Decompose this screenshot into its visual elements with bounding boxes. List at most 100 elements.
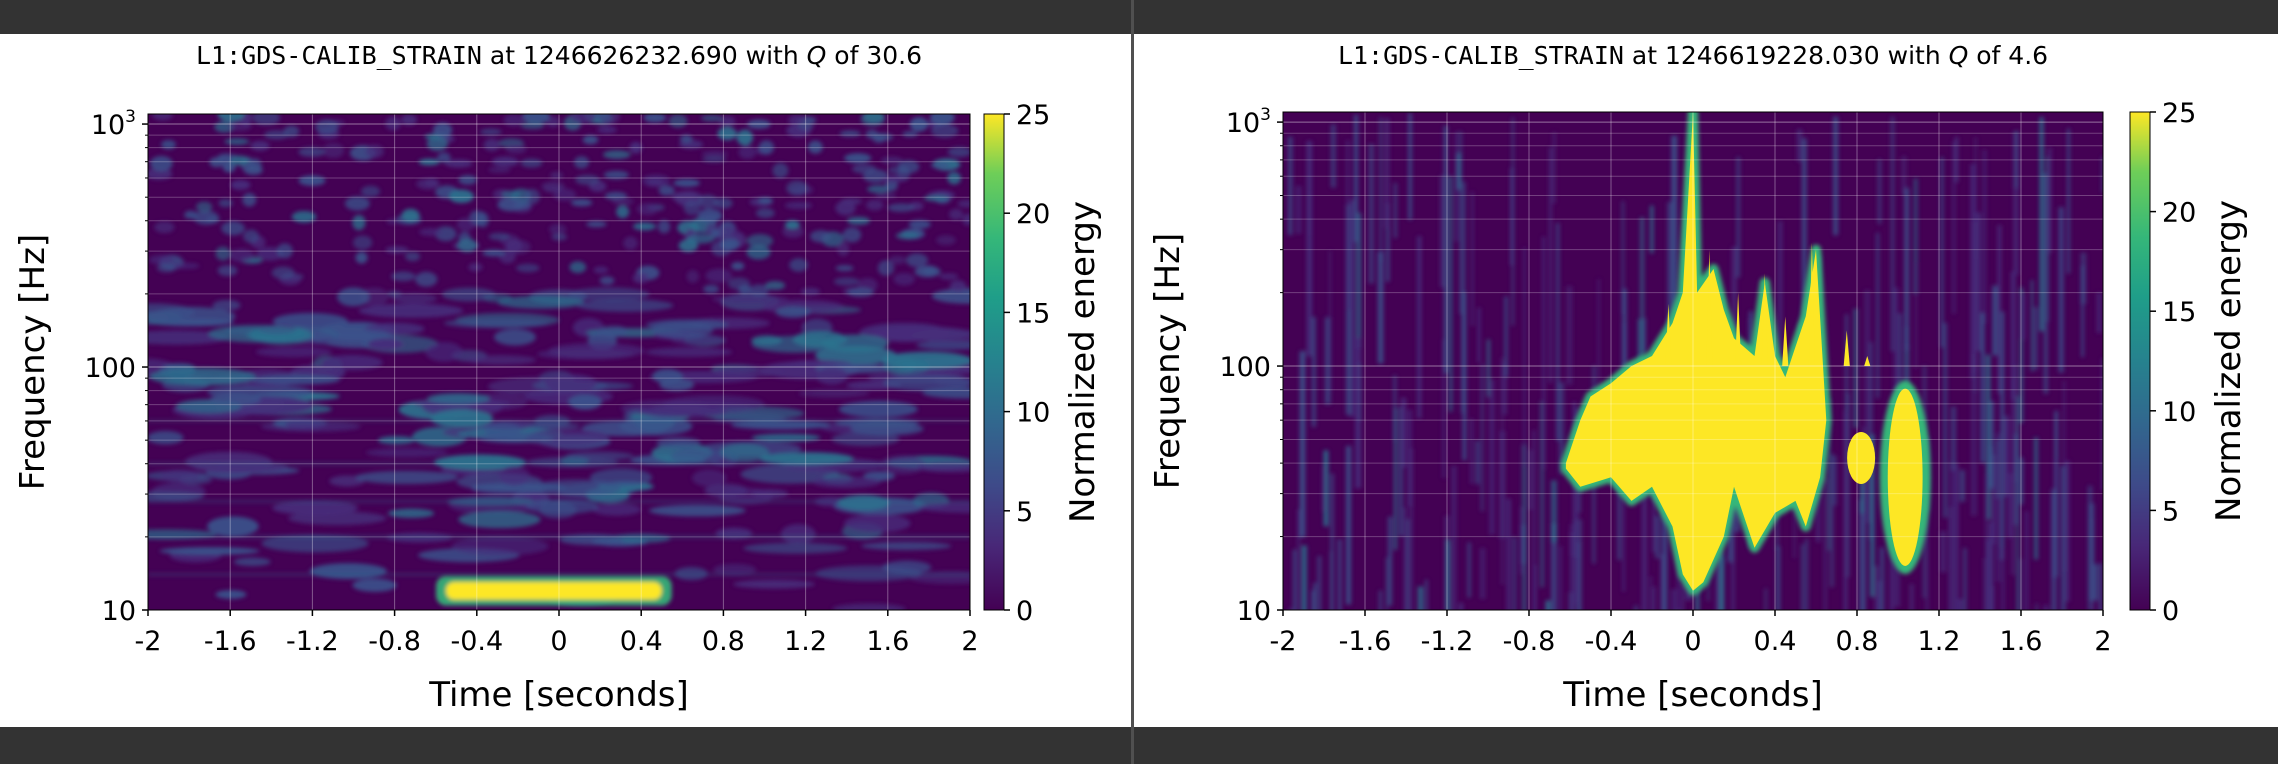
noise-streak bbox=[1369, 144, 1374, 284]
noise-blob bbox=[521, 122, 545, 129]
noise-streak bbox=[1951, 407, 1956, 471]
x-tick-label: -1.2 bbox=[286, 626, 339, 657]
noise-streak bbox=[1296, 186, 1301, 234]
noise-streak bbox=[1379, 590, 1382, 727]
noise-blob bbox=[147, 431, 183, 445]
noise-blob bbox=[242, 193, 256, 207]
chart-title: L1:GDS-CALIB_STRAIN at 1246619228.030 wi… bbox=[1338, 41, 2048, 70]
noise-blob bbox=[150, 156, 173, 171]
noise-blob bbox=[416, 179, 439, 190]
noise-blob bbox=[452, 537, 549, 556]
noise-streak bbox=[1297, 509, 1299, 727]
noise-blob bbox=[210, 393, 261, 406]
chart-title: L1:GDS-CALIB_STRAIN at 1246626232.690 wi… bbox=[196, 41, 922, 70]
noise-blob bbox=[549, 224, 566, 234]
noise-blob bbox=[425, 342, 463, 362]
noise-blob bbox=[962, 213, 974, 225]
noise-streak bbox=[1388, 517, 1392, 606]
noise-blob bbox=[816, 367, 848, 385]
noise-blob bbox=[743, 543, 847, 554]
noise-blob bbox=[875, 193, 896, 199]
noise-blob bbox=[109, 303, 196, 320]
noise-streak bbox=[1844, 411, 1848, 628]
y-tick-label: 103 bbox=[91, 107, 136, 141]
noise-streak bbox=[1957, 599, 1963, 727]
noise-blob bbox=[910, 329, 985, 342]
noise-blob bbox=[427, 137, 448, 151]
noise-blob bbox=[772, 163, 788, 178]
noise-streak bbox=[1440, 175, 1444, 287]
noise-blob bbox=[841, 198, 862, 205]
colorbar-tick-label: 25 bbox=[1016, 100, 1050, 131]
noise-streak bbox=[2048, 148, 2052, 253]
noise-blob bbox=[669, 114, 688, 128]
title-text: at 1246619228.030 with bbox=[1624, 41, 1949, 70]
noise-streak bbox=[2011, 379, 2014, 575]
noise-blob bbox=[881, 352, 972, 369]
noise-streak bbox=[2040, 117, 2044, 331]
noise-blob bbox=[482, 250, 505, 257]
noise-blob bbox=[612, 198, 634, 206]
noise-streak bbox=[2089, 503, 2094, 600]
noise-blob bbox=[633, 222, 656, 230]
noise-streak bbox=[1551, 480, 1557, 542]
noise-blob bbox=[623, 236, 637, 249]
noise-streak bbox=[1878, 159, 1881, 224]
x-tick-label: 1.2 bbox=[784, 626, 827, 657]
noise-blob bbox=[680, 134, 693, 143]
noise-streak bbox=[1640, 217, 1645, 375]
colorbar-label: Normalized energy bbox=[1063, 201, 1103, 523]
colorbar-label: Normalized energy bbox=[2209, 200, 2249, 522]
noise-streak bbox=[1996, 439, 1999, 498]
noise-streak bbox=[1409, 448, 1413, 665]
noise-streak bbox=[2011, 272, 2016, 400]
noise-blob bbox=[457, 239, 477, 252]
noise-blob bbox=[196, 201, 212, 212]
noise-blob bbox=[843, 227, 862, 242]
energy-core bbox=[446, 582, 662, 600]
noise-streak bbox=[1394, 183, 1398, 238]
noise-blob bbox=[751, 489, 788, 498]
colorbar-tick-label: 15 bbox=[1016, 298, 1050, 329]
x-tick-label: 0.4 bbox=[1754, 626, 1797, 657]
colorbar-tick-label: 25 bbox=[2162, 98, 2196, 129]
noise-blob bbox=[548, 343, 644, 359]
noise-blob bbox=[252, 110, 280, 125]
noise-blob bbox=[637, 203, 658, 215]
noise-blob bbox=[251, 374, 340, 384]
noise-streak bbox=[1504, 296, 1508, 377]
noise-streak bbox=[1972, 222, 1977, 373]
y-tick-exp: 3 bbox=[125, 107, 136, 127]
noise-blob bbox=[839, 401, 918, 418]
noise-blob bbox=[832, 603, 906, 614]
noise-blob bbox=[837, 242, 849, 256]
noise-streak bbox=[1953, 141, 1955, 314]
x-tick-label: 0 bbox=[1684, 626, 1701, 657]
x-axis-label: Time [seconds] bbox=[428, 675, 689, 715]
noise-blob bbox=[321, 355, 382, 370]
x-tick-label: 2 bbox=[2094, 626, 2111, 657]
noise-blob bbox=[405, 252, 420, 262]
x-tick-label: 0.8 bbox=[1836, 626, 1879, 657]
noise-blob bbox=[785, 202, 813, 210]
y-tick-base: 10 bbox=[1226, 108, 1260, 139]
x-tick-label: -0.8 bbox=[1503, 626, 1556, 657]
noise-blob bbox=[866, 129, 879, 138]
noise-streak bbox=[1393, 375, 1396, 441]
x-tick-label: -1.6 bbox=[1339, 626, 1392, 657]
noise-blob bbox=[499, 466, 530, 485]
noise-blob bbox=[568, 394, 602, 409]
noise-blob bbox=[516, 264, 540, 273]
noise-blob bbox=[506, 144, 527, 154]
noise-streak bbox=[1313, 583, 1316, 727]
noise-blob bbox=[477, 212, 489, 227]
noise-blob bbox=[866, 200, 884, 211]
noise-blob bbox=[949, 209, 963, 220]
noise-blob bbox=[352, 579, 397, 592]
noise-streak bbox=[1312, 590, 1315, 727]
noise-blob bbox=[250, 141, 269, 151]
heatmap-area bbox=[109, 106, 1016, 614]
noise-blob bbox=[415, 272, 437, 287]
y-tick-label: 103 bbox=[1226, 105, 1271, 139]
noise-blob bbox=[659, 185, 675, 196]
